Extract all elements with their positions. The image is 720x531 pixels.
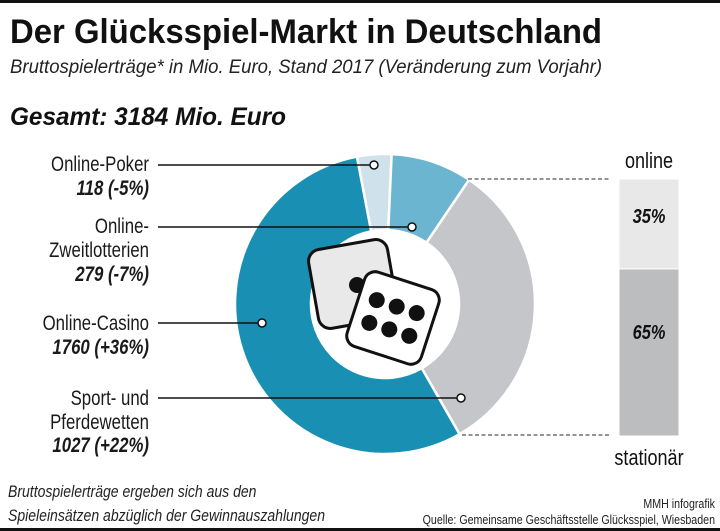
footnote-line-2: Spieleinsätzen abzüglich der Gewinnausza…	[8, 507, 325, 525]
bar-label-online: online	[625, 149, 673, 173]
footnote-line-1: Bruttospielerträge ergeben sich aus den	[8, 483, 256, 501]
value-online-zweitlotterien: 279 (-7%)	[74, 263, 149, 286]
donut-slice-sport-und-pferdewetten	[420, 178, 537, 436]
label-online-zweitlotterien-1: Online-	[95, 215, 149, 238]
leader-dot-poker	[369, 160, 379, 170]
bar-value-online: 35%	[633, 204, 666, 227]
leader-dot-sport	[456, 393, 466, 403]
leader-dot-casino	[257, 318, 267, 328]
top-rule	[0, 0, 720, 3]
bar-value-stationaer: 65%	[633, 320, 666, 343]
donut-slice-online-casino	[233, 155, 462, 456]
chart-subtitle: Bruttospielerträge* in Mio. Euro, Stand …	[10, 57, 602, 78]
label-online-poker: Online-Poker	[51, 153, 150, 176]
value-online-casino: 1760 (+36%)	[52, 336, 149, 359]
credit: MMH infografik	[643, 496, 715, 511]
leader-dot-zweitlotterien	[407, 222, 417, 232]
value-sport: 1027 (+22%)	[52, 434, 149, 457]
value-online-poker: 118 (-5%)	[77, 177, 149, 200]
online-stationaer-bar	[618, 178, 680, 437]
leader-lines	[158, 164, 457, 399]
total-label: Gesamt: 3184 Mio. Euro	[10, 103, 286, 131]
label-sport-1: Sport- und	[71, 387, 149, 410]
label-online-zweitlotterien-2: Zweitlotterien	[49, 239, 149, 262]
label-sport-2: Pferdewetten	[50, 411, 149, 434]
bar-segment-stationaer	[618, 268, 680, 437]
bottom-rule	[0, 528, 720, 531]
bar-segment-online	[618, 178, 680, 270]
chart-title: Der Glücksspiel-Markt in Deutschland	[10, 13, 602, 51]
bar-label-stationaer: stationär	[614, 446, 683, 470]
label-online-casino: Online-Casino	[43, 312, 149, 335]
donut-chart	[233, 152, 537, 456]
dice-icon	[307, 238, 441, 366]
source: Quelle: Gemeinsame Geschäftsstelle Glück…	[423, 512, 715, 527]
